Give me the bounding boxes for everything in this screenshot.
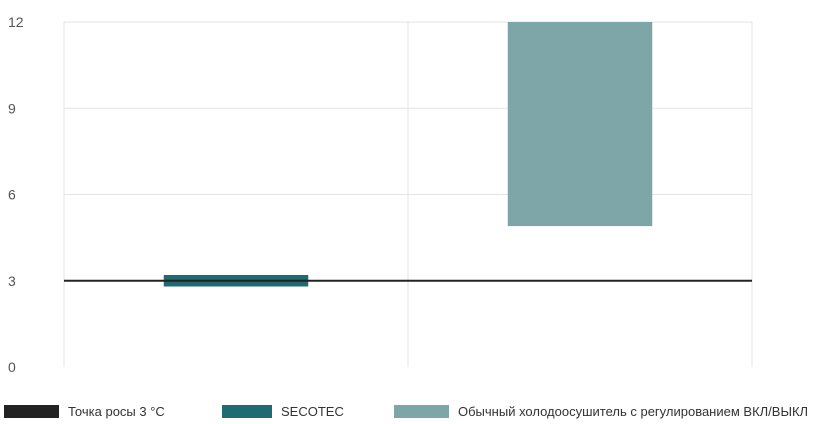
chart: 0 3 6 9 12 (8, 14, 753, 375)
legend-item-dew-point: Точка росы 3 °C (4, 404, 165, 419)
y-tick-label: 0 (8, 359, 16, 375)
legend-item-secotec: SECOTEC (222, 404, 344, 419)
legend-label-dew-point: Точка росы 3 °C (68, 404, 165, 419)
bars (163, 22, 653, 287)
y-tick-label: 6 (8, 187, 16, 203)
legend-swatch-secotec (222, 405, 272, 418)
legend-label-secotec: SECOTEC (281, 404, 344, 419)
legend: Точка росы 3 °C SECOTEC Обычный холодоос… (0, 404, 834, 424)
bar-conventional-dryer (507, 22, 653, 227)
y-tick-label: 12 (8, 14, 24, 30)
y-axis-ticks: 0 3 6 9 12 (8, 14, 24, 375)
y-tick-label: 3 (8, 273, 16, 289)
legend-swatch-dew-point (4, 405, 59, 418)
legend-label-conventional: Обычный холодоосушитель с регулированием… (458, 404, 809, 419)
y-tick-label: 9 (8, 100, 16, 116)
legend-swatch-conventional (394, 405, 449, 418)
legend-item-conventional: Обычный холодоосушитель с регулированием… (394, 404, 808, 419)
